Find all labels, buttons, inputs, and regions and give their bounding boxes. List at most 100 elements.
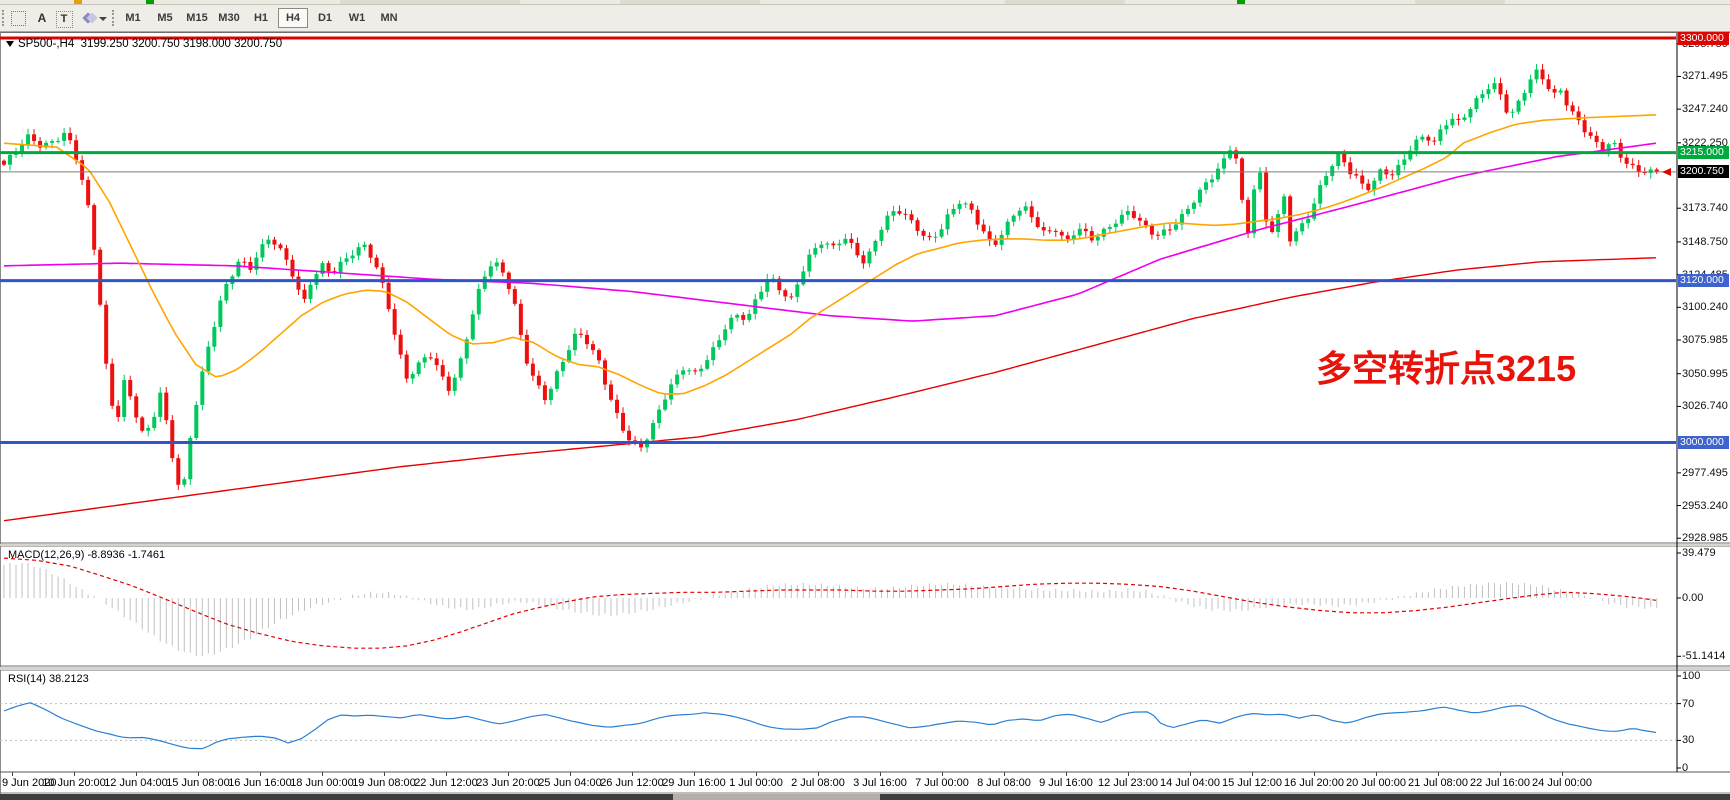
candle-body — [1083, 228, 1088, 232]
candle-body — [1324, 175, 1329, 186]
timeframe-button-m1[interactable]: M1 — [125, 12, 141, 24]
time-axis-label: 8 Jul 08:00 — [977, 777, 1031, 789]
candle-body — [759, 291, 764, 300]
candle-body — [1528, 79, 1533, 94]
candle-body — [1348, 162, 1353, 175]
candle-body — [1654, 169, 1659, 172]
candle-body — [1191, 202, 1196, 209]
candle-body — [20, 144, 25, 153]
candle-body — [1204, 182, 1208, 190]
candle-body — [584, 334, 589, 345]
shapes-tool-icon[interactable] — [80, 8, 110, 28]
candle-body — [675, 374, 680, 385]
timeframe-button-h4[interactable]: H4 — [278, 8, 308, 28]
candle-body — [765, 279, 770, 292]
candle-body — [735, 314, 740, 318]
candle-body — [170, 420, 175, 459]
toolbar-grip[interactable] — [2, 10, 7, 26]
candle-body — [386, 282, 391, 310]
toolbar: A T M1 M5 M15 M30 H1 H4 D1 W1 MN — [0, 5, 1730, 32]
timeframe-button-m30[interactable]: M30 — [218, 12, 240, 24]
candle-body — [1618, 142, 1623, 158]
candle-body — [1222, 158, 1227, 169]
chevron-down-icon[interactable] — [98, 16, 107, 21]
toolbar-fragment — [620, 0, 760, 4]
candle-body — [729, 317, 734, 330]
timeframe-button-mn[interactable]: MN — [380, 12, 398, 24]
candle-body — [1185, 208, 1190, 215]
candle-body — [1294, 231, 1299, 242]
candle-body — [1155, 234, 1160, 236]
candle-body — [603, 360, 607, 385]
horizontal-scrollbar[interactable] — [0, 794, 1730, 800]
time-axis-tick — [1066, 772, 1067, 776]
time-axis-tick — [508, 772, 509, 776]
candle-body — [26, 134, 31, 145]
candle-body — [1408, 150, 1413, 160]
selection-frame-icon[interactable] — [8, 8, 28, 28]
candle-body — [92, 205, 97, 250]
toolbar-grip[interactable] — [112, 10, 117, 26]
candle-body — [1468, 108, 1473, 118]
candle-body — [134, 396, 139, 418]
candle-body — [1047, 230, 1052, 232]
chart-title: SP500-,H4 3199.250 3200.750 3198.000 320… — [6, 38, 282, 50]
candle-body — [867, 251, 872, 264]
candle-body — [1113, 223, 1118, 228]
candle-body — [723, 329, 728, 341]
time-axis-tick — [136, 772, 137, 776]
candle-body — [969, 203, 974, 210]
candle-body — [921, 230, 926, 236]
ma-fast-orange-line — [3, 114, 1657, 395]
timeframe-button-m15[interactable]: M15 — [186, 12, 208, 24]
symbol-dropdown-icon[interactable] — [6, 41, 14, 47]
candle-body — [651, 423, 656, 440]
time-axis-tick — [942, 772, 943, 776]
time-axis-tick — [880, 772, 881, 776]
toolbar-fragment — [340, 0, 520, 4]
candle-body — [536, 375, 541, 386]
toolbar-fragment — [74, 0, 82, 4]
time-axis-tick — [1004, 772, 1005, 776]
candle-body — [1612, 142, 1617, 145]
candle-body — [807, 254, 812, 272]
candle-body — [657, 409, 662, 424]
candle-body — [440, 365, 445, 377]
candle-body — [861, 255, 866, 264]
rsi-line — [3, 702, 1657, 750]
text-label-tool[interactable]: A — [37, 11, 47, 25]
candle-body — [1228, 150, 1233, 159]
candle-body — [1059, 231, 1064, 236]
candle-body — [1035, 217, 1040, 228]
candle-body — [1372, 180, 1377, 191]
candle-body — [530, 363, 535, 376]
timeframe-button-m5[interactable]: M5 — [157, 12, 173, 24]
timeframe-button-h1[interactable]: H1 — [253, 12, 269, 24]
rsi-axis-label: 30 — [1682, 734, 1695, 746]
macd-axis-label: 39.479 — [1682, 547, 1716, 559]
candle-body — [639, 441, 644, 448]
candle-body — [1420, 136, 1425, 140]
timeframe-button-d1[interactable]: D1 — [317, 12, 333, 24]
candle-body — [1444, 125, 1449, 130]
toolbar-fragment — [1237, 0, 1245, 4]
candle-body — [1606, 144, 1611, 152]
candle-body — [1017, 210, 1022, 216]
price-annotation-text: 多空转折点3215 — [1316, 348, 1577, 389]
candle-body — [987, 231, 992, 241]
text-box-tool[interactable]: T — [54, 8, 74, 28]
candle-body — [963, 203, 968, 205]
ohlc-readout: 3199.250 3200.750 3198.000 3200.750 — [80, 38, 283, 50]
price-axis-label: 2977.495 — [1682, 467, 1728, 479]
time-axis-label: 19 Jun 08:00 — [352, 777, 416, 789]
time-axis-label: 22 Jul 16:00 — [1470, 777, 1530, 789]
candle-body — [1246, 199, 1251, 234]
candle-body — [1540, 69, 1545, 80]
candle-body — [356, 247, 361, 256]
timeframe-button-w1[interactable]: W1 — [348, 12, 366, 24]
time-axis-tick — [1314, 772, 1315, 776]
candle-body — [44, 142, 49, 148]
time-axis-label: 24 Jul 00:00 — [1532, 777, 1592, 789]
candle-body — [296, 276, 301, 290]
